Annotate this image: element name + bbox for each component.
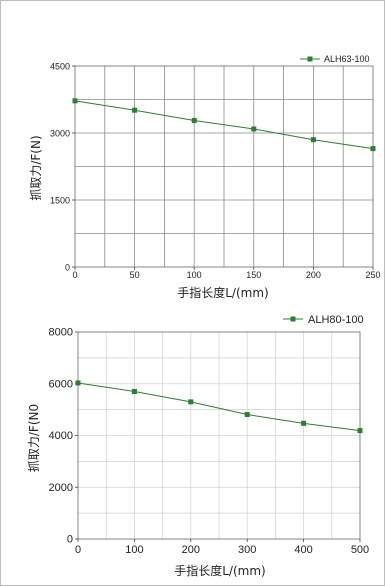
chart-1-x-tick-label: 50: [130, 270, 140, 280]
chart-2-grid: [78, 332, 360, 539]
chart-1-y-tick-label: 1500: [50, 196, 70, 206]
chart-2-y-tick-label: 0: [67, 534, 73, 546]
chart-1-grid: [75, 66, 373, 267]
chart-2-x-tick-label: 100: [125, 544, 143, 556]
chart-1-y-tick-label: 0: [65, 263, 70, 273]
chart-2-legend: ALH80-100: [283, 314, 364, 326]
chart-1-series: [72, 98, 376, 152]
chart-1-data-point: [132, 107, 138, 113]
chart-1-ticks: 0 50 100 150 200 250 0 1500 3000 4500: [50, 62, 381, 281]
chart-2-x-tick-label: 200: [182, 544, 200, 556]
chart-1-data-point: [251, 126, 257, 132]
chart-2-x-tick-label: 300: [238, 544, 256, 556]
chart-1-y-axis-title: 抓取力/F(N): [29, 135, 43, 200]
chart-2-data-point: [188, 399, 194, 405]
chart-1-x-tick-label: 150: [246, 270, 261, 280]
chart-2-y-tick-label: 6000: [49, 378, 73, 390]
chart-2-y-tick-label: 2000: [49, 482, 73, 494]
chart-2-x-axis-title: 手指长度L/(mm): [174, 563, 265, 578]
chart-2-data-point: [131, 389, 137, 395]
chart-2-legend-marker: [290, 316, 296, 322]
chart-2-legend-label: ALH80-100: [308, 314, 364, 326]
chart-2-ticks: 0 100 200 300 400 500 0 2000 4000 6000 8000: [49, 327, 370, 557]
chart-1-legend-label: ALH63-100: [324, 54, 370, 64]
chart-2-data-point: [75, 380, 81, 386]
chart-2-x-tick-label: 500: [351, 544, 369, 556]
chart-1-series-line: [74, 100, 374, 150]
chart-1-x-tick-label: 0: [72, 270, 77, 280]
chart-1-data-point: [370, 146, 376, 152]
chart-2-x-tick-label: 0: [75, 544, 81, 556]
chart-1-legend: ALH63-100: [300, 54, 370, 64]
chart-2-x-tick-label: 400: [294, 544, 312, 556]
chart-1-x-tick-label: 100: [187, 270, 202, 280]
chart-2: 0 100 200 300 400 500 0 2000 4000 6000 8000 ALH80-…: [27, 314, 369, 578]
chart-1-legend-marker: [307, 56, 313, 62]
chart-1-y-tick-label: 3000: [50, 129, 70, 139]
chart-1-data-point: [72, 98, 78, 104]
chart-1-plot-frame: [74, 65, 374, 268]
chart-1-data-point: [191, 117, 197, 123]
chart-1-data-point: [310, 137, 316, 143]
chart-2-data-point: [357, 428, 363, 434]
chart-2-data-point: [301, 420, 307, 426]
chart-2-series-line: [77, 382, 361, 432]
chart-1-x-tick-label: 200: [306, 270, 321, 280]
chart-2-y-tick-label: 8000: [49, 327, 73, 339]
chart-1-x-tick-label: 250: [365, 270, 380, 280]
chart-2-series: [75, 380, 363, 434]
chart-2-y-axis-title: 抓取力/F(N0: [27, 404, 41, 472]
chart-1-x-axis-title: 手指长度L/(mm): [177, 285, 268, 300]
chart-1: 0 50 100 150 200 250 0 1500 3000 4500 ALH63-100 手…: [29, 54, 381, 300]
chart-2-y-tick-label: 4000: [49, 430, 73, 442]
chart-1-y-tick-label: 4500: [50, 62, 70, 72]
chart-2-data-point: [244, 412, 250, 418]
